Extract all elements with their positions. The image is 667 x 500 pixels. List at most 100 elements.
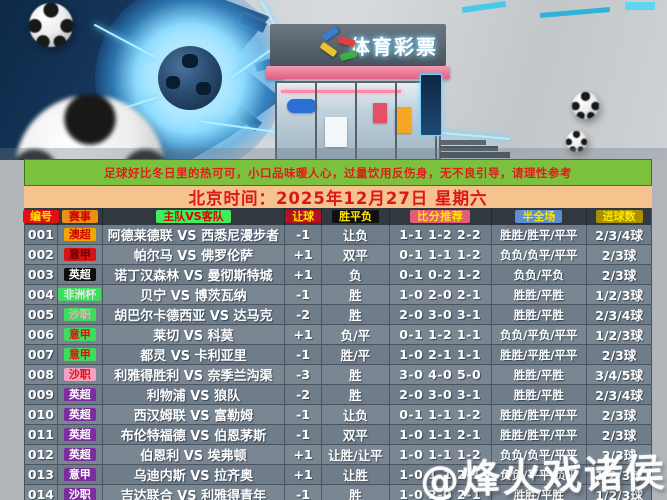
lottery-storefront: 体育彩票 [266, 16, 450, 160]
handicap: +1 [285, 245, 323, 264]
store-steps [440, 140, 510, 160]
teams: 都灵 VS 卡利亚里 [103, 345, 286, 364]
tech-accent [539, 6, 611, 19]
table-body: 001 澳超 阿德莱德联 VS 西悉尼漫步者 -1 让负 1-1 1-2 2-2… [25, 225, 651, 500]
wdl-pick: 让胜 [322, 465, 390, 484]
league-badge: 英超 [63, 388, 96, 401]
halffull-pick: 负负/平负/平平 [492, 325, 588, 344]
handicap: -1 [285, 345, 323, 364]
teams: 贝宁 VS 博茨瓦纳 [103, 285, 286, 304]
league-cell: 英超 [58, 385, 103, 404]
ticket-logo-icon [321, 25, 340, 42]
league-cell: 沙职 [58, 485, 103, 500]
halffull-pick: 胜胜/胜平/平平 [492, 225, 588, 244]
goals-pick: 2/3球 [601, 448, 637, 463]
goals-pick: 1/2/3球 [595, 328, 643, 343]
score-pick: 0-1 0-2 1-2 [390, 265, 492, 284]
column-header-label: 胜平负 [332, 210, 380, 223]
league-badge: 意甲 [63, 348, 96, 361]
goals-pick: 2/3球 [601, 408, 637, 423]
teams: 伯恩利 VS 埃弗顿 [103, 445, 286, 464]
halffull-pick: 负负/平负 [492, 265, 588, 284]
league-cell: 英超 [58, 405, 103, 424]
wdl-pick: 负/平 [322, 325, 390, 344]
row-number: 007 [25, 345, 58, 364]
match-row: 005 沙职 胡巴尔卡德西亚 VS 达马克 -2 胜 2-0 3-0 3-1 胜… [25, 305, 651, 325]
league-badge: 英超 [63, 448, 96, 461]
notice-banner: 足球好比冬日里的热可可，小口品味暖人心，过量饮用反伤身，无不良引导，请理性参考 [24, 159, 652, 186]
tech-accent [625, 2, 655, 10]
league-badge: 英超 [63, 408, 96, 421]
table-header-row: 编号 赛事 主队VS客队 让球 胜平负 比分推荐 半全场 进球数 [23, 208, 651, 225]
digital-kiosk [420, 74, 442, 136]
column-header-let: 让球 [285, 208, 323, 225]
column-header-label: 主队VS客队 [156, 210, 231, 223]
league-badge: 英超 [63, 268, 96, 281]
wdl-pick: 胜 [322, 385, 390, 404]
tech-accent [461, 0, 507, 14]
league-cell: 意甲 [58, 465, 103, 484]
halffull-pick: 负负/负平/平平 [492, 245, 588, 264]
score-pick: 1-0 2-0 2-1 [390, 485, 492, 500]
ticket-logo-icon [319, 41, 338, 58]
halffull-pick: 胜胜/胜平/平平 [492, 405, 588, 424]
match-row: 013 意甲 乌迪内斯 VS 拉齐奥 +1 让胜 1-0 1-1 2-1 负负/… [25, 465, 651, 485]
match-row: 003 英超 诺丁汉森林 VS 曼彻斯特城 +1 负 0-1 0-2 1-2 负… [25, 265, 651, 285]
wdl-pick: 胜 [322, 365, 390, 384]
league-cell: 英超 [58, 445, 103, 464]
match-row: 012 英超 伯恩利 VS 埃弗顿 +1 让胜/让平 1-0 1-1 1-2 负… [25, 445, 651, 465]
teams: 乌迪内斯 VS 拉齐奥 [103, 465, 286, 484]
league-badge: 沙职 [63, 368, 96, 381]
handicap: -1 [285, 425, 323, 444]
handicap: -1 [285, 405, 323, 424]
wdl-pick: 胜 [322, 305, 390, 324]
column-header-league: 赛事 [58, 208, 103, 225]
wdl-pick: 胜 [322, 285, 390, 304]
store-sign: 体育彩票 [270, 24, 446, 66]
match-row: 014 沙职 吉达联合 VS 利雅得青年 -1 胜 1-0 2-0 2-1 胜胜… [25, 485, 651, 500]
match-row: 001 澳超 阿德莱德联 VS 西悉尼漫步者 -1 让负 1-1 1-2 2-2… [25, 225, 651, 245]
match-row: 008 沙职 利雅得胜利 VS 奈季兰沟渠 -3 胜 3-0 4-0 5-0 胜… [25, 365, 651, 385]
teams: 帕尔马 VS 佛罗伦萨 [103, 245, 286, 264]
lottery-table: 编号 赛事 主队VS客队 让球 胜平负 比分推荐 半全场 进球数 001 澳超 阿德莱德联 V… [23, 208, 652, 500]
score-pick: 2-0 3-0 3-1 [390, 305, 492, 324]
league-badge: 意甲 [63, 328, 96, 341]
row-number: 014 [25, 485, 58, 500]
goals-pick: 2/3球 [601, 268, 637, 283]
wdl-pick: 双平 [322, 245, 390, 264]
row-number: 005 [25, 305, 58, 324]
goals-pick: 2/3/4球 [595, 228, 643, 243]
column-header-half: 半全场 [492, 208, 588, 225]
score-pick: 3-0 4-0 5-0 [390, 365, 492, 384]
row-number: 010 [25, 405, 58, 424]
halffull-pick: 胜胜/胜平/平平 [492, 425, 588, 444]
teams: 诺丁汉森林 VS 曼彻斯特城 [103, 265, 286, 284]
match-row: 009 英超 利物浦 VS 狼队 -2 胜 2-0 3-0 3-1 胜胜/平胜 … [25, 385, 651, 405]
goals-pick: 2/3球 [601, 348, 637, 363]
score-pick: 1-0 2-0 2-1 [390, 285, 492, 304]
league-cell: 意甲 [58, 325, 103, 344]
halffull-pick: 负负/负平/平平 [492, 445, 588, 464]
match-row: 002 意甲 帕尔马 VS 佛罗伦萨 +1 双平 0-1 1-1 1-2 负负/… [25, 245, 651, 265]
handicap: -1 [285, 285, 323, 304]
halffull-pick: 胜胜/平胜 [492, 365, 588, 384]
teams: 阿德莱德联 VS 西悉尼漫步者 [103, 225, 286, 244]
halffull-pick: 胜胜/平胜/平平 [492, 345, 588, 364]
match-row: 004 非洲杯 贝宁 VS 博茨瓦纳 -1 胜 1-0 2-0 2-1 胜胜/平… [25, 285, 651, 305]
league-cell: 非洲杯 [58, 285, 103, 304]
league-badge: 意甲 [63, 248, 96, 261]
match-row: 010 英超 西汉姆联 VS 富勒姆 -1 让负 0-1 1-1 1-2 胜胜/… [25, 405, 651, 425]
halffull-pick: 胜胜/平胜 [492, 305, 588, 324]
handicap: -3 [285, 365, 323, 384]
date-banner: 北京时间：2025年12月27日 星期六 [24, 186, 652, 208]
soccer-ball-icon [572, 92, 599, 119]
soccer-ball-icon [29, 3, 73, 47]
column-header-no: 编号 [23, 208, 59, 225]
score-pick: 1-1 1-2 2-2 [390, 225, 492, 244]
goals-pick: 1/2/3球 [595, 488, 643, 500]
league-badge: 非洲杯 [58, 288, 102, 301]
handicap: +1 [285, 465, 323, 484]
column-header-label: 进球数 [595, 210, 643, 223]
goals-pick: 2/3/4球 [595, 308, 643, 323]
hero-image: 体育彩票 [0, 0, 667, 160]
